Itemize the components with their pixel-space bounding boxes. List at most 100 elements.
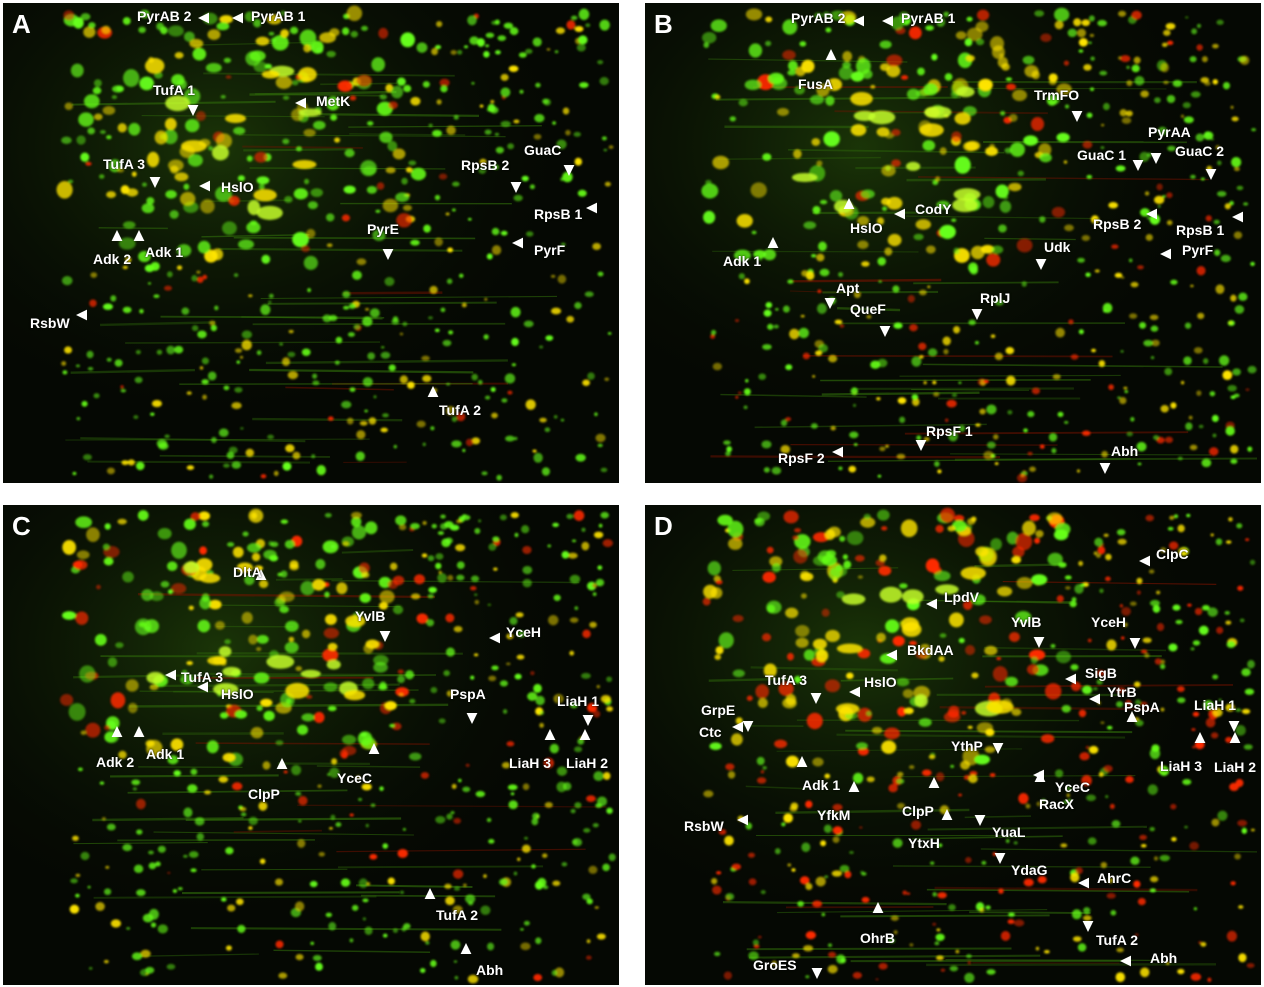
spot-label: LiaH 3 <box>509 755 552 771</box>
arrowhead-icon <box>879 326 891 337</box>
spot-label: TufA 3 <box>103 156 145 172</box>
arrowhead-icon <box>853 15 864 27</box>
spot-label: SigB <box>1085 665 1117 681</box>
spot-label: GrpE <box>701 702 736 718</box>
arrowhead-icon <box>1150 153 1162 164</box>
spot-label: DltA <box>233 564 262 580</box>
arrowhead-icon <box>1078 877 1089 889</box>
spot-label: ClpP <box>902 803 934 819</box>
arrowhead-icon <box>1229 732 1241 743</box>
spot-label: GuaC 2 <box>1175 143 1225 159</box>
arrowhead-icon <box>882 15 893 27</box>
spot-label: TufA 1 <box>153 82 195 98</box>
spot-label: ClpP <box>248 786 280 802</box>
arrowhead-icon <box>165 669 176 681</box>
panel-letter-d: D <box>654 511 673 541</box>
arrowhead-icon <box>915 440 927 451</box>
spot-label: Adk 1 <box>723 253 762 269</box>
spot-label: Abh <box>1150 950 1178 966</box>
spot-label: LiaH 1 <box>1194 697 1237 713</box>
spot-label: YthP <box>951 738 983 754</box>
spot-label: PyrF <box>1182 242 1214 258</box>
arrowhead-icon <box>295 97 306 109</box>
arrowhead-icon <box>579 729 591 740</box>
arrowhead-icon <box>1146 208 1157 220</box>
spot-label: RpsF 2 <box>778 450 825 466</box>
arrowhead-icon <box>466 713 478 724</box>
spot-label: HslO <box>221 179 254 195</box>
arrowhead-icon <box>199 180 210 192</box>
arrowhead-icon <box>1071 111 1083 122</box>
arrowhead-icon <box>187 105 199 116</box>
arrowhead-icon <box>796 756 808 767</box>
arrowhead-icon <box>1033 637 1045 648</box>
arrowhead-icon <box>810 693 822 704</box>
spot-label: PyrAB 1 <box>901 10 956 26</box>
spot-label: LpdV <box>944 589 979 605</box>
arrowhead-icon <box>926 598 937 610</box>
arrowhead-icon <box>1129 638 1141 649</box>
arrowhead-icon <box>1228 721 1240 732</box>
spot-label: Ctc <box>699 724 722 740</box>
arrowhead-icon <box>872 902 884 913</box>
arrowhead-icon <box>512 237 523 249</box>
arrowhead-icon <box>767 237 779 248</box>
spot-label: RpsB 2 <box>461 157 510 173</box>
spot-label: RacX <box>1039 796 1075 812</box>
arrowhead-icon <box>379 631 391 642</box>
arrowhead-icon <box>1232 211 1243 223</box>
gel-panel-a: A PyrAB 2 PyrAB 1 TufA 1 MetK TufA 3 HslO GuaC… <box>3 3 619 483</box>
arrowhead-icon <box>489 632 500 644</box>
spot-label: PyrE <box>367 221 399 237</box>
spot-label: QueF <box>850 301 886 317</box>
arrowhead-icon <box>424 888 436 899</box>
spot-label: ClpC <box>1156 546 1189 562</box>
spot-label: PyrAB 1 <box>251 8 306 24</box>
spot-label: Adk 1 <box>802 777 841 793</box>
panel-letter-b: B <box>654 9 673 39</box>
arrowhead-icon <box>1065 673 1076 685</box>
arrowhead-icon <box>460 943 472 954</box>
arrowhead-icon <box>1089 693 1100 705</box>
gel-spots-d <box>645 505 1261 985</box>
arrowhead-icon <box>586 202 597 214</box>
arrowhead-icon <box>544 729 556 740</box>
spot-label: LiaH 3 <box>1160 758 1203 774</box>
spot-label: Adk 1 <box>146 746 185 762</box>
spot-label: YuaL <box>992 824 1026 840</box>
gel-panel-c: C DltA YvlB YceH TufA 3 HslO PspA LiaH 1 Adk 2 A… <box>3 505 619 985</box>
spot-label: MetK <box>316 93 351 109</box>
spot-label: Adk 2 <box>93 251 132 267</box>
arrowhead-icon <box>849 686 860 698</box>
arrowhead-icon <box>1120 955 1131 967</box>
arrowhead-icon <box>1132 160 1144 171</box>
spot-label: RpsB 1 <box>1176 222 1225 238</box>
spot-label: CodY <box>915 201 952 217</box>
spot-label: HslO <box>864 674 897 690</box>
arrowhead-icon <box>992 743 1004 754</box>
arrowhead-icon <box>824 298 836 309</box>
arrowhead-icon <box>811 968 823 979</box>
spot-label: YceH <box>1091 614 1127 630</box>
gel-panel-d: D ClpC LpdV YvlB YceH BkdAA SigB TufA 3 HslO Ytr… <box>645 505 1261 985</box>
arrowhead-icon <box>563 165 575 176</box>
spot-label: YceC <box>1055 779 1091 795</box>
arrowhead-icon <box>825 49 837 60</box>
spot-label: Adk 2 <box>96 754 135 770</box>
spot-label: TrmFO <box>1034 87 1080 103</box>
spot-label: HslO <box>850 220 883 236</box>
spot-label: LiaH 2 <box>1214 759 1257 775</box>
arrowhead-icon <box>111 726 123 737</box>
spot-label: BkdAA <box>907 642 954 658</box>
arrowhead-icon <box>276 758 288 769</box>
spot-label: FusA <box>798 76 833 92</box>
spot-label: GuaC <box>524 142 562 158</box>
spot-label: YtrB <box>1107 684 1137 700</box>
arrowhead-icon <box>198 12 209 24</box>
arrowhead-icon <box>382 249 394 260</box>
arrowhead-icon <box>894 208 905 220</box>
spot-label: PspA <box>450 686 486 702</box>
spot-label: GroES <box>753 957 797 973</box>
arrowhead-icon <box>1126 711 1138 722</box>
arrowhead-icon <box>848 781 860 792</box>
